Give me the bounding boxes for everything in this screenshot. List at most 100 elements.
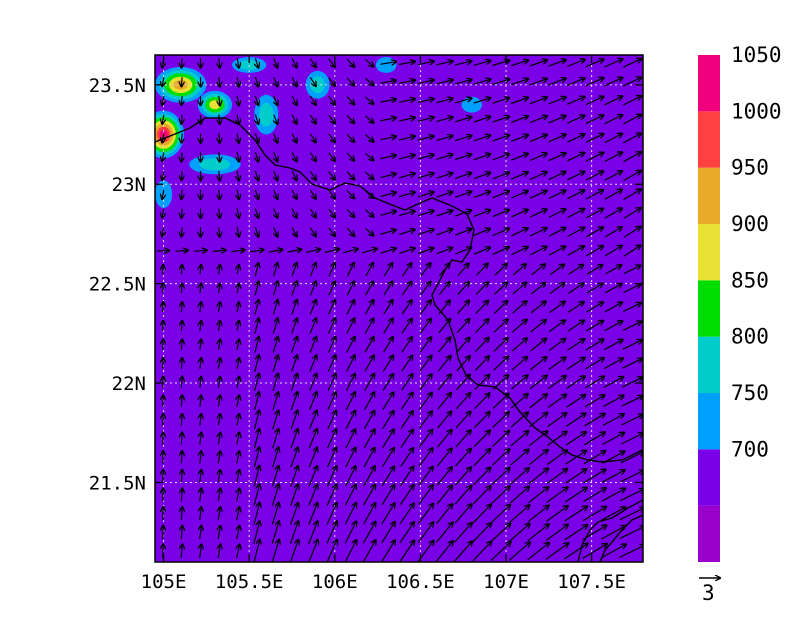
wind-vector	[382, 356, 393, 372]
wind-vector	[510, 98, 528, 105]
wind-vector	[291, 170, 297, 180]
colorbar-label: 1000	[731, 99, 782, 123]
wind-vector	[181, 358, 182, 369]
wind-vector	[308, 429, 317, 449]
wind-vector	[473, 135, 491, 142]
wind-vector	[546, 450, 567, 465]
wind-vector	[529, 228, 547, 237]
wind-vector	[324, 249, 340, 253]
colorbar-segment	[698, 111, 720, 168]
wind-vector	[271, 466, 279, 487]
wind-vector	[380, 62, 396, 65]
wind-vector	[327, 411, 336, 430]
wind-vector	[473, 79, 491, 85]
wind-vector	[237, 208, 239, 218]
wind-vector	[509, 524, 530, 542]
wind-vector	[289, 540, 298, 562]
wind-vector	[346, 58, 354, 67]
wind-vector	[583, 470, 606, 484]
wind-vector	[380, 248, 396, 254]
wind-vector	[327, 374, 336, 392]
colorbar-segment	[698, 167, 720, 224]
wind-vector	[473, 229, 490, 236]
wind-vector	[272, 429, 279, 449]
wind-vector	[364, 318, 373, 334]
wind-vector	[364, 392, 375, 410]
wind-vector	[436, 504, 453, 524]
wind-vector	[268, 250, 283, 252]
wind-vector	[400, 393, 412, 410]
wind-vector	[419, 393, 432, 410]
wind-vector	[546, 506, 568, 522]
wind-vector	[420, 300, 431, 315]
wind-vector	[492, 412, 509, 428]
wind-vector	[475, 282, 488, 295]
wind-vector	[380, 540, 396, 562]
wind-vector	[455, 248, 471, 255]
wind-vector	[548, 134, 566, 143]
wind-vector	[623, 227, 641, 238]
wind-vector	[586, 284, 603, 294]
wind-vector	[365, 171, 373, 179]
wind-vector	[181, 433, 182, 445]
wind-vector	[586, 302, 603, 313]
wind-vector	[200, 395, 201, 407]
wind-vector	[454, 98, 471, 104]
wind-vector	[274, 133, 278, 143]
wind-vector	[309, 77, 316, 87]
wind-vector	[365, 77, 373, 85]
wind-vector	[162, 152, 164, 162]
wind-vector	[274, 170, 278, 180]
wind-vector	[309, 318, 316, 334]
wind-vector	[291, 152, 297, 161]
wind-vector	[623, 284, 641, 294]
wind-vector	[381, 448, 394, 468]
wind-vector	[346, 281, 354, 296]
wind-vector	[218, 433, 220, 445]
wind-vector	[326, 448, 337, 468]
wind-vector	[237, 489, 240, 502]
wind-vector	[564, 525, 588, 541]
wind-vector	[492, 210, 509, 218]
wind-vector	[346, 152, 354, 161]
wind-vector	[457, 282, 469, 296]
wind-vector	[528, 487, 548, 504]
wind-vector	[545, 543, 569, 560]
wind-vector	[255, 189, 258, 199]
wind-vector	[399, 230, 414, 235]
wind-vector	[604, 59, 623, 68]
wind-vector	[473, 412, 489, 429]
wind-vector	[253, 447, 259, 468]
wind-vector	[510, 450, 529, 466]
wind-vector	[546, 469, 567, 484]
wind-vector	[162, 189, 164, 199]
plot-area	[154, 54, 644, 563]
colorbar-segment	[698, 449, 720, 506]
wind-vector	[530, 301, 546, 314]
wind-vector	[567, 209, 585, 219]
wind-vector	[473, 98, 491, 104]
wind-vector	[622, 359, 642, 369]
wind-vector	[255, 152, 258, 161]
wind-vector	[473, 117, 491, 123]
wind-vector	[398, 62, 415, 65]
contour-blob	[259, 102, 274, 127]
colorbar-label: 850	[731, 268, 769, 292]
wind-vector	[231, 250, 245, 252]
wind-vector	[200, 340, 201, 350]
wind-vector	[512, 301, 527, 314]
wind-vector	[585, 246, 603, 257]
coast-line	[599, 514, 643, 562]
wind-vector	[363, 411, 374, 430]
wind-vector	[237, 414, 239, 426]
wind-vector	[326, 521, 337, 544]
wind-vector	[547, 413, 567, 427]
wind-vector	[399, 155, 415, 160]
wind-vector	[455, 210, 471, 217]
wind-vector	[364, 355, 374, 372]
wind-vector	[454, 486, 471, 505]
wind-vector	[420, 282, 431, 296]
wind-vector	[585, 134, 603, 143]
wind-vector	[512, 320, 526, 333]
wind-vector	[253, 484, 260, 506]
